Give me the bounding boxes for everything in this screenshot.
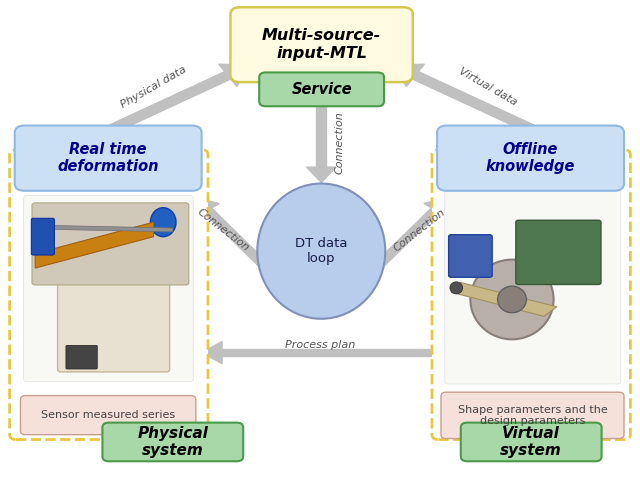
Polygon shape — [307, 167, 336, 183]
Text: Connection: Connection — [195, 207, 250, 254]
Text: Service: Service — [291, 82, 352, 97]
Ellipse shape — [470, 259, 554, 339]
FancyBboxPatch shape — [516, 220, 601, 284]
Polygon shape — [451, 283, 557, 316]
Ellipse shape — [498, 286, 526, 313]
FancyBboxPatch shape — [32, 203, 189, 285]
FancyBboxPatch shape — [10, 150, 208, 440]
Polygon shape — [394, 64, 424, 86]
Text: Sensor measured series: Sensor measured series — [41, 410, 175, 420]
Text: Connection: Connection — [334, 111, 344, 174]
Ellipse shape — [450, 282, 463, 294]
Polygon shape — [106, 71, 231, 134]
Polygon shape — [195, 198, 220, 217]
Polygon shape — [202, 341, 222, 364]
FancyBboxPatch shape — [31, 218, 54, 255]
Text: Physical
system: Physical system — [138, 426, 208, 458]
FancyBboxPatch shape — [102, 423, 243, 461]
Polygon shape — [316, 102, 326, 167]
Polygon shape — [204, 208, 285, 285]
Polygon shape — [222, 349, 438, 356]
Text: Offline
knowledge: Offline knowledge — [486, 142, 575, 174]
Ellipse shape — [150, 208, 176, 237]
FancyBboxPatch shape — [230, 7, 413, 82]
FancyBboxPatch shape — [259, 72, 384, 106]
Text: Virtual
system: Virtual system — [500, 426, 562, 458]
Text: Process plan: Process plan — [285, 341, 355, 350]
Text: Connection: Connection — [392, 207, 447, 254]
FancyBboxPatch shape — [20, 396, 196, 435]
Text: Multi-source-
input-MTL: Multi-source- input-MTL — [262, 28, 381, 61]
Polygon shape — [35, 222, 154, 268]
Polygon shape — [412, 71, 538, 134]
Text: Real time
deformation: Real time deformation — [58, 142, 159, 174]
Text: DT data
loop: DT data loop — [295, 237, 348, 265]
FancyBboxPatch shape — [449, 235, 492, 277]
FancyBboxPatch shape — [445, 191, 621, 384]
Polygon shape — [219, 64, 250, 86]
FancyBboxPatch shape — [15, 126, 202, 191]
FancyBboxPatch shape — [461, 423, 602, 461]
FancyBboxPatch shape — [66, 345, 97, 369]
FancyBboxPatch shape — [432, 150, 630, 440]
Text: Physical data: Physical data — [119, 64, 188, 110]
Polygon shape — [424, 198, 448, 217]
FancyBboxPatch shape — [441, 392, 624, 439]
FancyBboxPatch shape — [24, 196, 193, 382]
Polygon shape — [54, 226, 173, 232]
Polygon shape — [357, 208, 439, 285]
Text: Shape parameters and the
design parameters: Shape parameters and the design paramete… — [458, 405, 607, 426]
FancyBboxPatch shape — [58, 242, 170, 372]
Ellipse shape — [257, 184, 385, 319]
Text: Virtual data: Virtual data — [457, 66, 518, 108]
FancyBboxPatch shape — [437, 126, 624, 191]
